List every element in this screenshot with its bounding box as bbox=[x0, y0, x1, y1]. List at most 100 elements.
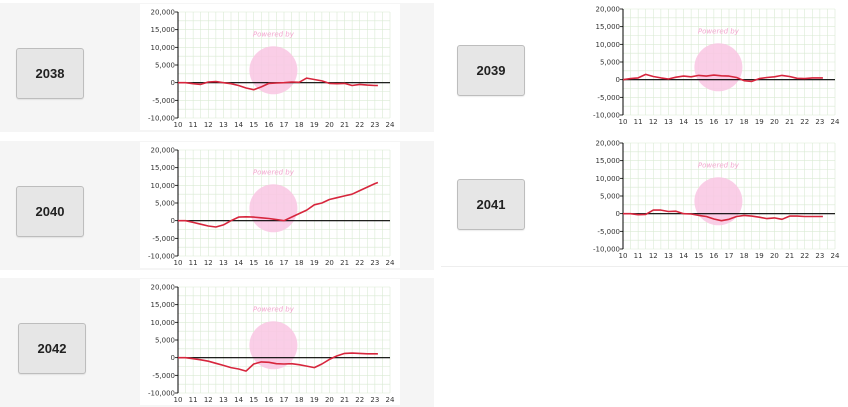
x-tick-label: 11 bbox=[634, 252, 643, 260]
y-tick-label: 15,000 bbox=[596, 157, 621, 165]
y-tick-label: 10,000 bbox=[151, 182, 176, 190]
x-tick-label: 22 bbox=[355, 396, 364, 404]
x-tick-label: 23 bbox=[370, 259, 379, 267]
x-tick-label: 16 bbox=[709, 252, 718, 260]
watermark-text: Powered by bbox=[253, 31, 295, 39]
x-tick-label: 18 bbox=[740, 118, 749, 126]
y-tick-label: 15,000 bbox=[151, 26, 176, 34]
y-tick-label: -5,000 bbox=[152, 97, 175, 105]
y-tick-label: 20,000 bbox=[596, 140, 621, 148]
y-tick-label: 15,000 bbox=[151, 164, 176, 172]
x-tick-label: 10 bbox=[174, 396, 183, 404]
y-tick-label: 5,000 bbox=[155, 337, 175, 345]
series-line bbox=[178, 352, 378, 372]
x-tick-label: 23 bbox=[370, 121, 379, 129]
machine-button-2038[interactable]: 2038 bbox=[16, 48, 84, 99]
y-tick-label: -5,000 bbox=[152, 372, 175, 380]
y-tick-label: 10,000 bbox=[151, 44, 176, 52]
x-tick-label: 21 bbox=[785, 118, 794, 126]
y-tick-label: 10,000 bbox=[151, 319, 176, 327]
x-tick-label: 11 bbox=[189, 259, 198, 267]
y-tick-label: 15,000 bbox=[151, 301, 176, 309]
y-tick-label: -10,000 bbox=[148, 253, 175, 261]
x-tick-label: 24 bbox=[386, 121, 395, 129]
x-tick-label: 11 bbox=[189, 121, 198, 129]
watermark-logo bbox=[249, 46, 298, 95]
y-tick-label: 0 bbox=[171, 217, 175, 225]
y-tick-label: -10,000 bbox=[148, 115, 175, 123]
x-tick-label: 14 bbox=[234, 396, 243, 404]
watermark-logo bbox=[249, 321, 298, 370]
x-tick-label: 18 bbox=[295, 259, 304, 267]
watermark-logo bbox=[249, 184, 298, 233]
watermark-text: Powered by bbox=[253, 306, 295, 314]
x-tick-label: 12 bbox=[204, 121, 213, 129]
x-tick-label: 14 bbox=[234, 259, 243, 267]
y-tick-label: 20,000 bbox=[151, 147, 176, 155]
watermark-text: Powered by bbox=[698, 28, 740, 36]
y-tick-label: 20,000 bbox=[151, 9, 176, 17]
machine-button-2042[interactable]: 2042 bbox=[18, 323, 86, 374]
x-tick-label: 10 bbox=[174, 121, 183, 129]
x-tick-label: 21 bbox=[340, 396, 349, 404]
y-tick-label: 15,000 bbox=[596, 23, 621, 31]
y-tick-label: 20,000 bbox=[596, 6, 621, 14]
machine-button-2039[interactable]: 2039 bbox=[457, 45, 525, 96]
x-tick-label: 22 bbox=[355, 259, 364, 267]
x-tick-label: 14 bbox=[679, 252, 688, 260]
x-tick-label: 18 bbox=[740, 252, 749, 260]
x-tick-label: 13 bbox=[219, 259, 228, 267]
chart-2041: Powered by 20,000 15,000 10,000 5,000 0 -5,000… bbox=[585, 135, 845, 261]
y-tick-label: 0 bbox=[171, 79, 175, 87]
x-tick-label: 13 bbox=[219, 121, 228, 129]
x-tick-label: 20 bbox=[770, 252, 779, 260]
x-tick-label: 13 bbox=[664, 252, 673, 260]
x-tick-label: 12 bbox=[649, 118, 658, 126]
x-tick-label: 16 bbox=[264, 396, 273, 404]
x-tick-label: 11 bbox=[189, 396, 198, 404]
x-tick-label: 15 bbox=[694, 118, 703, 126]
x-tick-label: 22 bbox=[800, 252, 809, 260]
machine-button-2041[interactable]: 2041 bbox=[457, 179, 525, 230]
machine-button-2040[interactable]: 2040 bbox=[16, 186, 84, 237]
watermark-logo bbox=[694, 177, 743, 226]
x-tick-label: 12 bbox=[204, 396, 213, 404]
x-tick-label: 20 bbox=[325, 396, 334, 404]
chart-2040: Powered by 20,000 15,000 10,000 5,000 0 -5,000… bbox=[140, 142, 400, 268]
chart-2042: Powered by 20,000 15,000 10,000 5,000 0 -5,000… bbox=[140, 279, 400, 405]
x-tick-label: 23 bbox=[815, 252, 824, 260]
y-tick-label: 10,000 bbox=[596, 41, 621, 49]
y-tick-label: -5,000 bbox=[597, 94, 620, 102]
x-tick-label: 12 bbox=[649, 252, 658, 260]
x-tick-label: 19 bbox=[310, 396, 319, 404]
x-tick-label: 22 bbox=[800, 118, 809, 126]
x-tick-label: 19 bbox=[755, 118, 764, 126]
y-tick-label: 5,000 bbox=[600, 193, 620, 201]
y-tick-label: 0 bbox=[616, 76, 620, 84]
x-tick-label: 10 bbox=[619, 252, 628, 260]
x-tick-label: 20 bbox=[325, 121, 334, 129]
x-tick-label: 15 bbox=[694, 252, 703, 260]
x-tick-label: 15 bbox=[249, 259, 258, 267]
x-tick-label: 15 bbox=[249, 121, 258, 129]
x-tick-label: 24 bbox=[831, 252, 840, 260]
series-line bbox=[623, 209, 823, 222]
y-tick-label: 5,000 bbox=[155, 200, 175, 208]
x-tick-label: 16 bbox=[264, 121, 273, 129]
x-tick-label: 13 bbox=[664, 118, 673, 126]
y-tick-label: 20,000 bbox=[151, 284, 176, 292]
chart-2038: Powered by 20,000 15,000 10,000 5,000 0 -5,000… bbox=[140, 4, 400, 130]
x-tick-label: 15 bbox=[249, 396, 258, 404]
x-tick-label: 20 bbox=[325, 259, 334, 267]
x-tick-label: 23 bbox=[815, 118, 824, 126]
x-tick-label: 23 bbox=[370, 396, 379, 404]
x-tick-label: 24 bbox=[386, 259, 395, 267]
x-tick-label: 24 bbox=[386, 396, 395, 404]
y-tick-label: -10,000 bbox=[148, 390, 175, 398]
x-tick-label: 21 bbox=[340, 121, 349, 129]
x-tick-label: 22 bbox=[355, 121, 364, 129]
x-tick-label: 21 bbox=[340, 259, 349, 267]
y-tick-label: -10,000 bbox=[593, 246, 620, 254]
x-tick-label: 19 bbox=[755, 252, 764, 260]
chart-2039: Powered by 20,000 15,000 10,000 5,000 0 -5,000… bbox=[585, 1, 845, 127]
